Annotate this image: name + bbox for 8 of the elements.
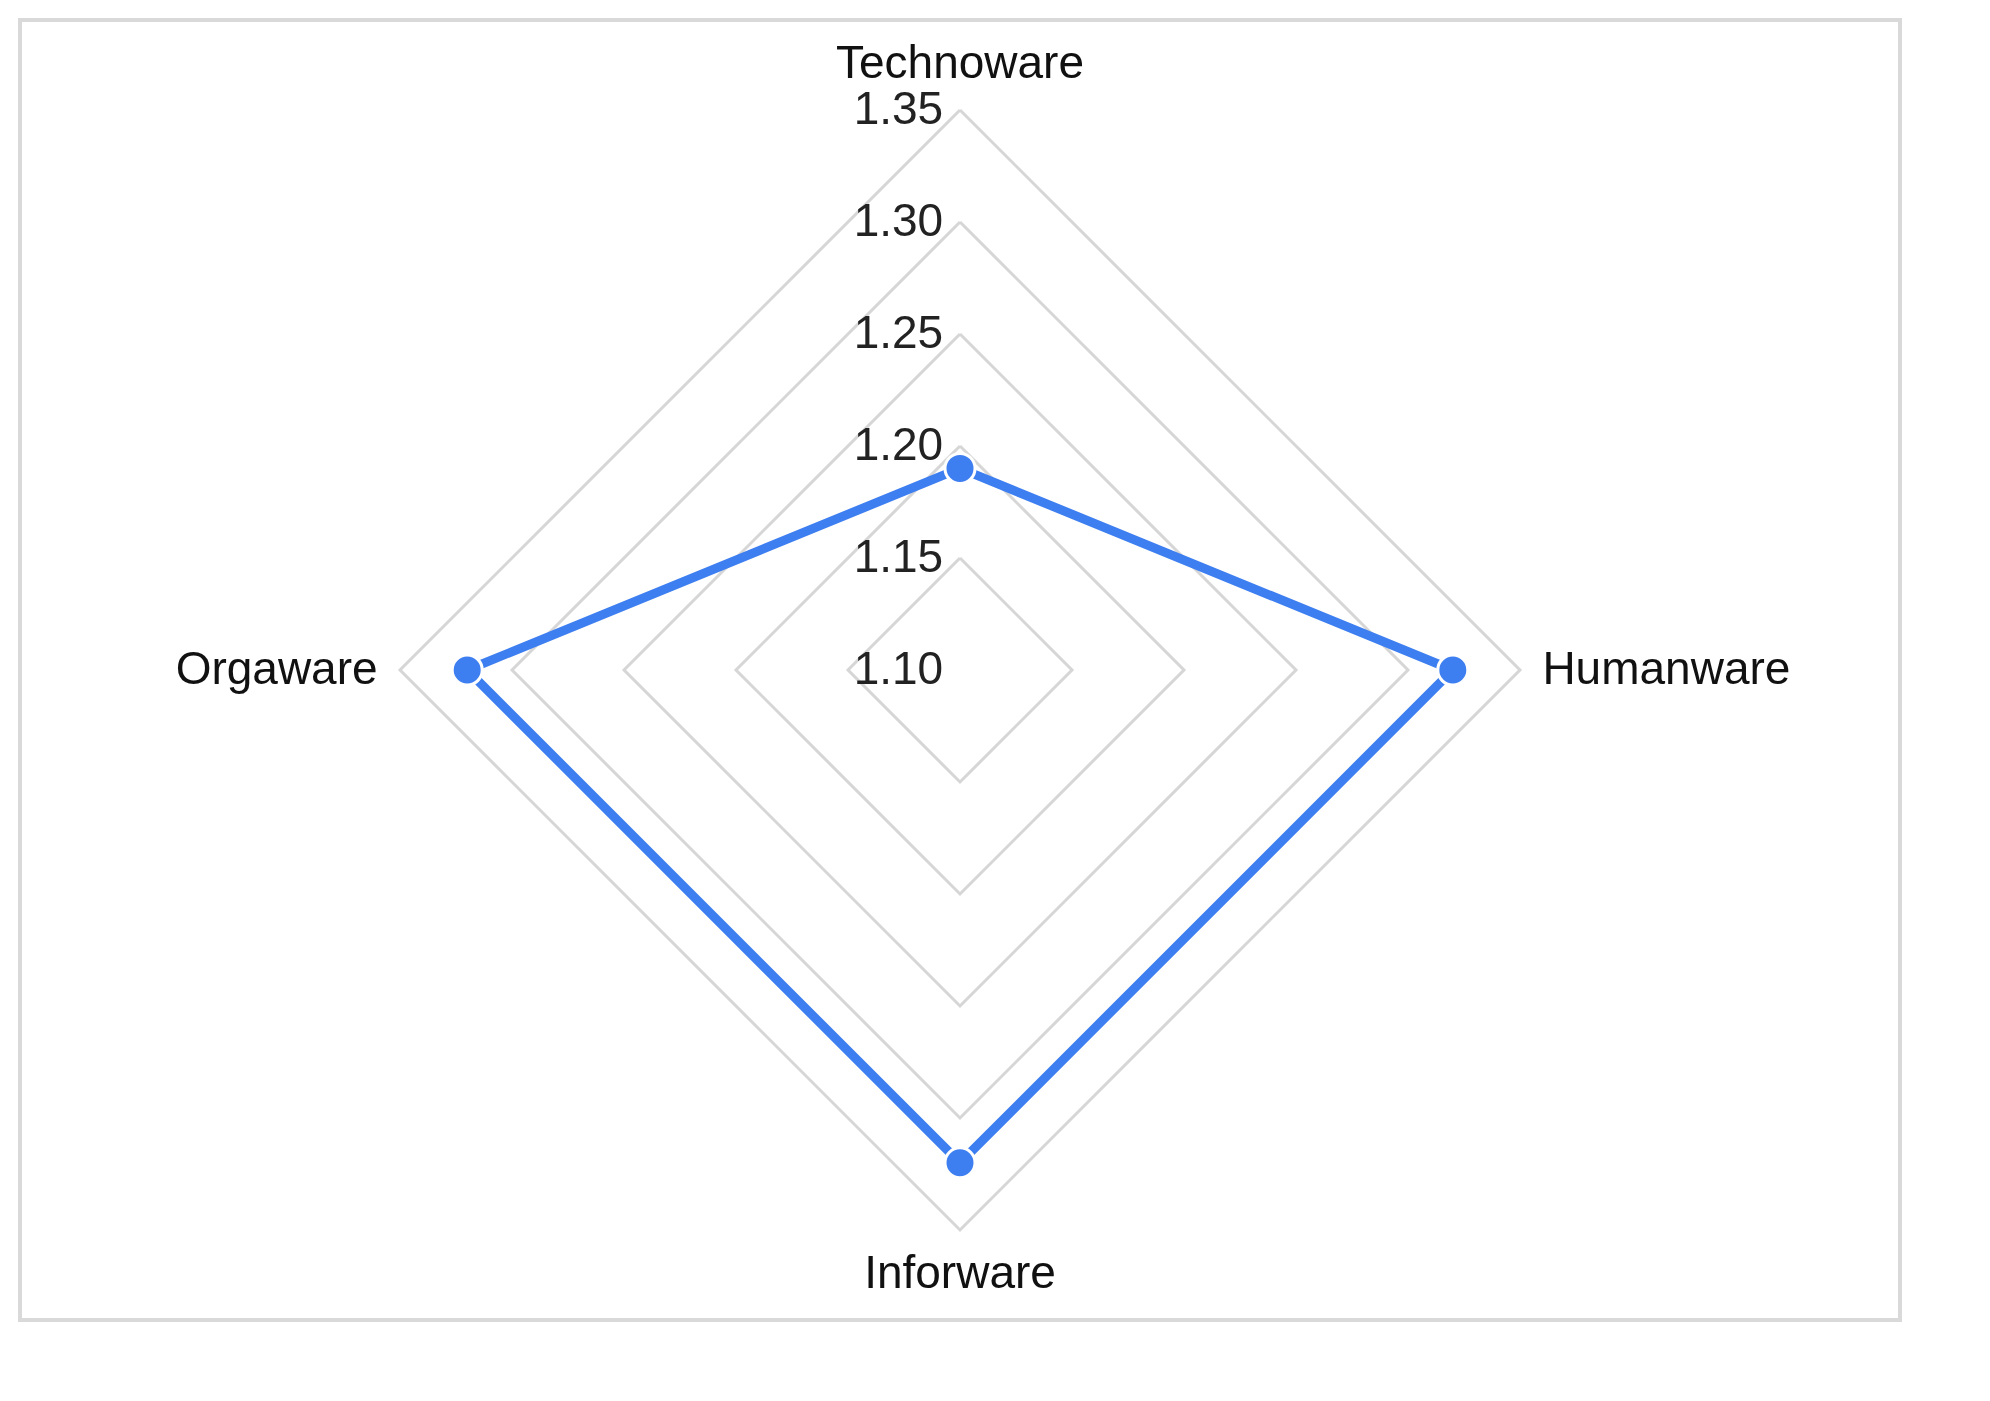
- y-tick-label: 1.30: [853, 194, 944, 246]
- y-tick-label: 1.10: [853, 642, 944, 694]
- spoke-label: Orgaware: [175, 642, 378, 694]
- y-tick-label: 1.25: [853, 306, 944, 358]
- spoke-label: Humanware: [1542, 642, 1791, 694]
- spoke-label: Inforware: [864, 1246, 1056, 1299]
- y-tick-label: 1.15: [853, 530, 944, 582]
- y-tick-label: 1.20: [853, 418, 944, 470]
